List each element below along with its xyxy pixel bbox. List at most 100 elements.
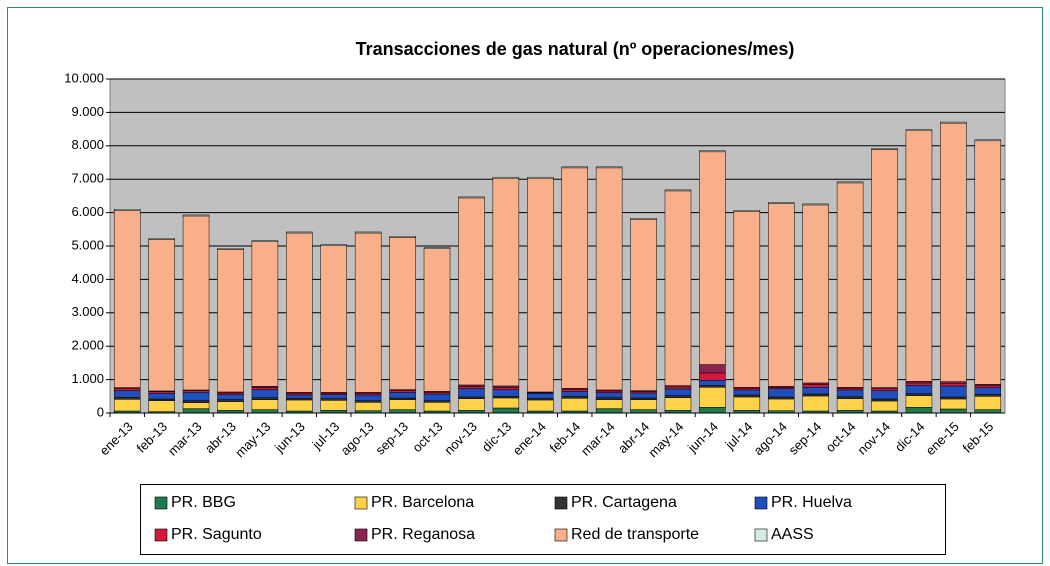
bar-segment bbox=[905, 129, 933, 132]
bar-segment bbox=[836, 398, 864, 411]
bar-segment bbox=[836, 388, 864, 391]
bar-segment bbox=[905, 395, 933, 408]
bar-segment bbox=[664, 395, 692, 398]
bar-segment bbox=[354, 393, 382, 396]
bar-segment bbox=[182, 214, 210, 217]
bar-segment bbox=[974, 409, 1002, 414]
bar-segment bbox=[251, 409, 279, 414]
y-tick-label: 3.000 bbox=[71, 304, 104, 319]
bar-segment bbox=[251, 399, 279, 410]
bar-segment bbox=[733, 394, 761, 398]
bar-segment bbox=[492, 397, 520, 409]
bar-segment bbox=[182, 400, 210, 403]
bar-segment bbox=[113, 397, 141, 400]
bar-segment bbox=[458, 384, 485, 387]
bar-segment bbox=[871, 148, 898, 150]
bar-segment bbox=[389, 397, 416, 400]
bar-segment bbox=[251, 389, 279, 398]
legend-label: PR. Reganosa bbox=[371, 526, 475, 543]
bar-segment bbox=[905, 385, 933, 394]
bar-segment bbox=[561, 391, 588, 397]
bar-segment bbox=[768, 398, 795, 411]
bar-segment bbox=[733, 211, 761, 388]
bar-segment bbox=[389, 409, 416, 414]
bar-segment bbox=[836, 396, 864, 399]
bar-segment bbox=[320, 244, 347, 246]
bar-segment bbox=[113, 399, 141, 412]
bar-segment bbox=[113, 388, 141, 391]
y-tick-label: 10.000 bbox=[64, 70, 104, 85]
bar-segment bbox=[940, 398, 967, 410]
y-tick-label: 2.000 bbox=[71, 338, 104, 353]
bar-segment bbox=[182, 392, 210, 401]
legend-swatch bbox=[554, 528, 568, 542]
y-tick-label: 7.000 bbox=[71, 171, 104, 186]
bar-segment bbox=[458, 197, 485, 386]
bar-segment bbox=[492, 177, 520, 387]
legend-label: PR. Sagunto bbox=[171, 526, 262, 543]
bar-segment bbox=[217, 248, 244, 250]
bar-segment bbox=[389, 237, 416, 390]
bar-segment bbox=[286, 394, 313, 399]
bar-segment bbox=[595, 392, 623, 398]
bar-segment bbox=[148, 398, 175, 401]
bar-segment bbox=[699, 151, 726, 365]
bar-segment bbox=[836, 182, 864, 388]
bar-segment bbox=[664, 388, 692, 396]
bar-segment bbox=[251, 387, 279, 390]
bar-segment bbox=[458, 398, 485, 411]
bar-segment bbox=[217, 401, 244, 411]
bar-segment bbox=[561, 167, 588, 389]
bar-segment bbox=[527, 393, 554, 399]
bar-segment bbox=[595, 397, 623, 400]
bar-segment bbox=[836, 389, 864, 397]
bar-segment bbox=[320, 398, 347, 401]
bar-segment bbox=[974, 387, 1002, 395]
bar-segment bbox=[905, 382, 933, 386]
bar-segment bbox=[217, 392, 244, 395]
bar-segment bbox=[905, 130, 933, 382]
bar-segment bbox=[389, 392, 416, 399]
bar-segment bbox=[423, 247, 451, 249]
bar-segment bbox=[940, 383, 967, 387]
bar-segment bbox=[423, 248, 451, 392]
bar-segment bbox=[286, 232, 313, 393]
bar-segment bbox=[940, 385, 967, 398]
legend-swatch bbox=[554, 496, 568, 510]
y-tick-label: 8.000 bbox=[71, 137, 104, 152]
bar-segment bbox=[354, 400, 382, 403]
bar-segment bbox=[458, 388, 485, 398]
bar-segment bbox=[595, 166, 623, 169]
bar-segment bbox=[733, 389, 761, 396]
bar-segment bbox=[561, 389, 588, 392]
bar-segment bbox=[871, 400, 898, 412]
bar-segment bbox=[561, 166, 588, 169]
bar-segment bbox=[802, 395, 829, 412]
bar-segment bbox=[423, 402, 451, 412]
bar-segment bbox=[940, 122, 967, 382]
bar-segment bbox=[182, 215, 210, 391]
bar-segment bbox=[768, 396, 795, 400]
bar-segment bbox=[251, 241, 279, 387]
bar-segment bbox=[148, 391, 175, 394]
bar-segment bbox=[630, 392, 657, 399]
bar-segment bbox=[492, 176, 520, 179]
bar-segment bbox=[217, 394, 244, 400]
bar-segment bbox=[905, 381, 933, 384]
bar-segment bbox=[768, 388, 795, 398]
bar-segment bbox=[251, 240, 279, 242]
bar-segment bbox=[733, 396, 761, 411]
y-tick-label: 6.000 bbox=[71, 204, 104, 219]
bar-segment bbox=[699, 385, 726, 388]
legend-swatch bbox=[354, 528, 368, 542]
legend-swatch bbox=[154, 528, 168, 542]
bar-segment bbox=[699, 380, 726, 386]
bar-segment bbox=[699, 364, 726, 374]
bar-segment bbox=[630, 397, 657, 400]
bar-segment bbox=[492, 389, 520, 397]
bar-segment bbox=[458, 386, 485, 389]
bar-segment bbox=[871, 388, 898, 391]
bar-segment bbox=[148, 400, 175, 412]
bar-segment bbox=[974, 139, 1002, 142]
bar-segment bbox=[699, 407, 726, 414]
